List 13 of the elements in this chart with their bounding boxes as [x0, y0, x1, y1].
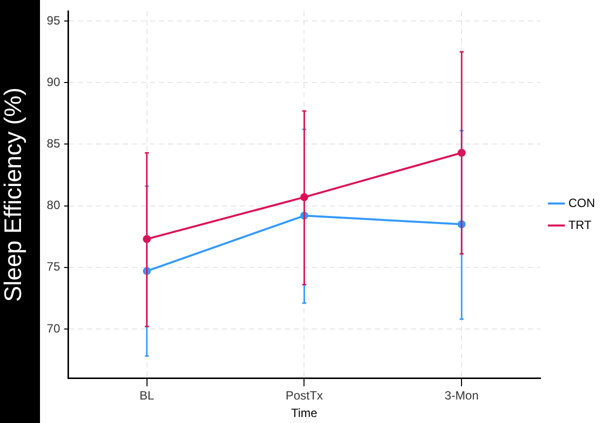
y-tick-label: 90	[46, 74, 60, 89]
legend-label: CON	[568, 196, 596, 210]
x-tick-label: 3-Mon	[444, 388, 479, 403]
y-tick-label: 80	[46, 198, 60, 212]
y-axis-title: Sleep Efficiency (%)	[0, 88, 28, 302]
y-tick-label: 75	[46, 260, 60, 274]
y-tick-label: 85	[46, 136, 60, 151]
x-tick-label: PostTx	[286, 388, 323, 403]
y-tick-label: 95	[46, 13, 60, 28]
x-tick-label: BL	[140, 388, 155, 403]
y-tick-label: 70	[46, 321, 60, 336]
x-axis-title: Time	[291, 406, 318, 420]
legend-label: TRT	[568, 218, 592, 232]
